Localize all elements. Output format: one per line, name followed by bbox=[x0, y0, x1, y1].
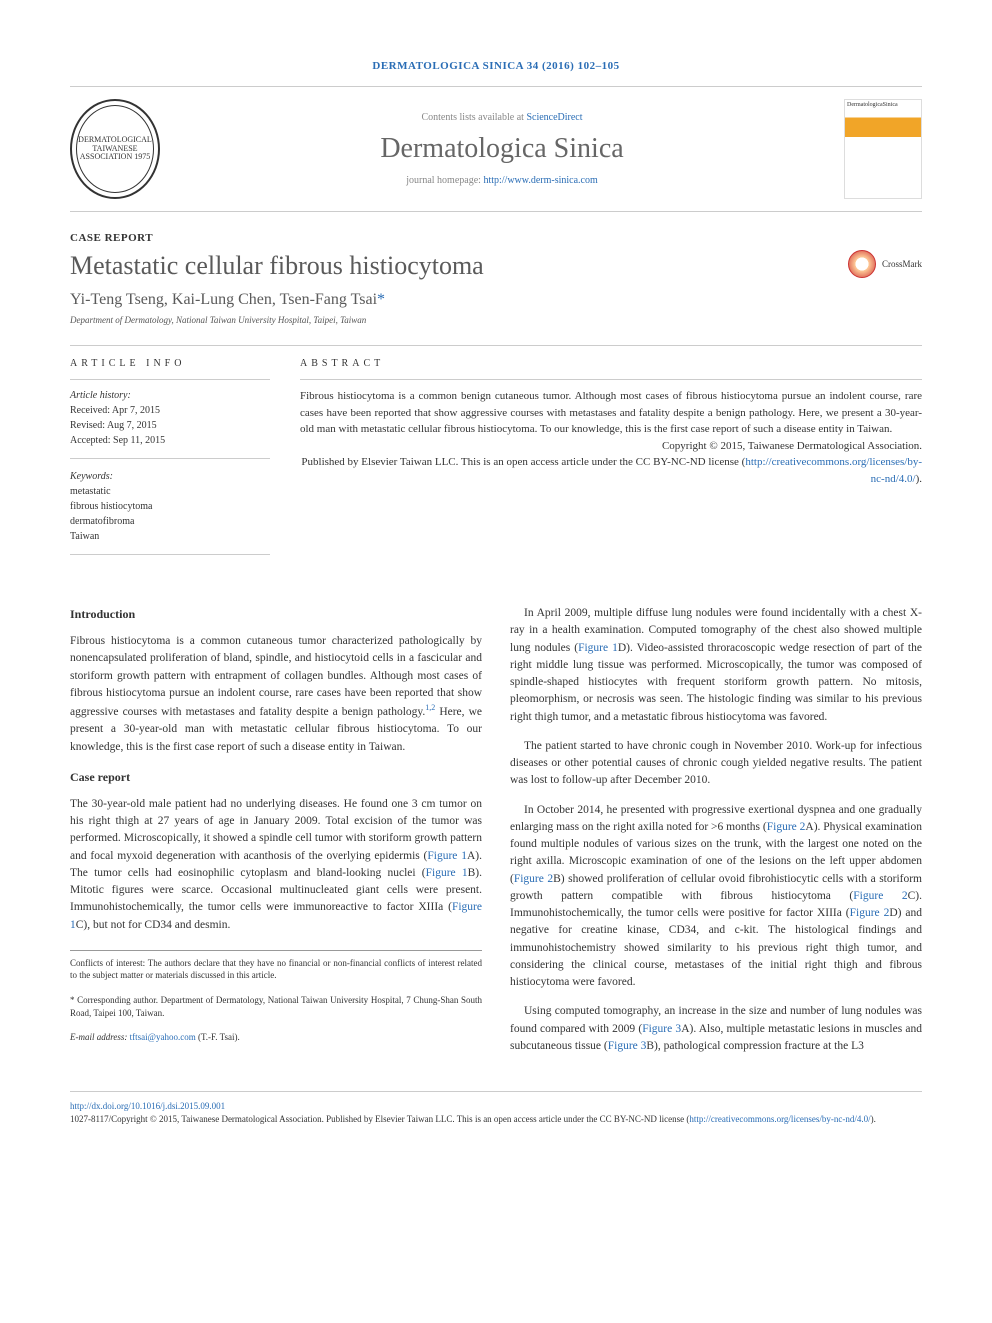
case-p4e: D) and negative for creatine kinase, CD3… bbox=[510, 907, 922, 988]
intro-paragraph: Fibrous histiocytoma is a common cutaneo… bbox=[70, 633, 482, 756]
abstract-column: ABSTRACT Fibrous histiocytoma is a commo… bbox=[300, 346, 922, 565]
case-paragraph-2: In April 2009, multiple diffuse lung nod… bbox=[510, 605, 922, 726]
case-paragraph-1: The 30-year-old male patient had no unde… bbox=[70, 796, 482, 934]
figure-link[interactable]: Figure 1 bbox=[427, 850, 467, 862]
email-label: E-mail address: bbox=[70, 1032, 130, 1042]
email-footnote: E-mail address: tftsai@yahoo.com (T.-F. … bbox=[70, 1031, 482, 1044]
cover-title: DermatologicaSinica bbox=[847, 102, 919, 108]
case-p1d: C), but not for CD34 and desmin. bbox=[76, 919, 231, 931]
keywords-label: Keywords: bbox=[70, 469, 270, 484]
article-info-column: ARTICLE INFO Article history: Received: … bbox=[70, 346, 270, 565]
article-title: Metastatic cellular fibrous histiocytoma bbox=[70, 250, 484, 281]
crossmark-icon bbox=[848, 250, 876, 278]
homepage-prefix: journal homepage: bbox=[406, 175, 483, 186]
conflicts-footnote: Conflicts of interest: The authors decla… bbox=[70, 957, 482, 982]
article-info-heading: ARTICLE INFO bbox=[70, 346, 270, 380]
received-date: Received: Apr 7, 2015 bbox=[70, 403, 270, 418]
logo-text: DERMATOLOGICAL TAIWANESE ASSOCIATION 197… bbox=[72, 136, 158, 162]
abstract-copyright: Copyright © 2015, Taiwanese Dermatologic… bbox=[300, 438, 922, 455]
figure-link[interactable]: Figure 2 bbox=[514, 873, 553, 885]
corresponding-mark: * bbox=[377, 291, 385, 308]
affiliation: Department of Dermatology, National Taiw… bbox=[70, 315, 484, 325]
figure-link[interactable]: Figure 2 bbox=[767, 821, 806, 833]
article-history-block: Article history: Received: Apr 7, 2015 R… bbox=[70, 388, 270, 459]
figure-link[interactable]: Figure 2 bbox=[853, 890, 907, 902]
contents-prefix: Contents lists available at bbox=[421, 112, 526, 123]
body-two-columns: Introduction Fibrous histiocytoma is a c… bbox=[70, 605, 922, 1061]
journal-center: Contents lists available at ScienceDirec… bbox=[160, 112, 844, 186]
authors: Yi-Teng Tseng, Kai-Lung Chen, Tsen-Fang … bbox=[70, 291, 377, 308]
homepage-link[interactable]: http://www.derm-sinica.com bbox=[483, 175, 597, 186]
crossmark-label: CrossMark bbox=[882, 259, 922, 269]
footer-license-link[interactable]: http://creativecommons.org/licenses/by-n… bbox=[689, 1114, 870, 1124]
issn-prefix: 1027-8117/Copyright © 2015, Taiwanese De… bbox=[70, 1114, 689, 1124]
license-link[interactable]: http://creativecommons.org/licenses/by-n… bbox=[745, 456, 922, 485]
crossmark-badge[interactable]: CrossMark bbox=[848, 250, 922, 278]
article-type: CASE REPORT bbox=[70, 232, 922, 244]
figure-link[interactable]: Figure 1 bbox=[578, 642, 618, 654]
issn-copyright-line: 1027-8117/Copyright © 2015, Taiwanese De… bbox=[70, 1113, 922, 1126]
case-paragraph-3: The patient started to have chronic coug… bbox=[510, 738, 922, 790]
footnotes-block: Conflicts of interest: The authors decla… bbox=[70, 950, 482, 1044]
abstract-published-line: Published by Elsevier Taiwan LLC. This i… bbox=[300, 454, 922, 487]
intro-text-a: Fibrous histiocytoma is a common cutaneo… bbox=[70, 635, 482, 718]
keyword: metastatic bbox=[70, 484, 270, 499]
association-logo: DERMATOLOGICAL TAIWANESE ASSOCIATION 197… bbox=[70, 99, 160, 199]
journal-header-block: DERMATOLOGICAL TAIWANESE ASSOCIATION 197… bbox=[70, 86, 922, 212]
keyword: Taiwan bbox=[70, 529, 270, 544]
journal-cover-thumbnail: DermatologicaSinica bbox=[844, 99, 922, 199]
keyword: fibrous histiocytoma bbox=[70, 499, 270, 514]
keywords-block: Keywords: metastatic fibrous histiocytom… bbox=[70, 469, 270, 555]
email-link[interactable]: tftsai@yahoo.com bbox=[130, 1032, 196, 1042]
case-p5c: B), pathological compression fracture at… bbox=[646, 1040, 863, 1052]
abstract-heading: ABSTRACT bbox=[300, 346, 922, 380]
authors-line: Yi-Teng Tseng, Kai-Lung Chen, Tsen-Fang … bbox=[70, 291, 484, 309]
email-suffix: (T.-F. Tsai). bbox=[196, 1032, 240, 1042]
published-prefix: Published by Elsevier Taiwan LLC. This i… bbox=[301, 456, 745, 468]
corresponding-footnote: * Corresponding author. Department of De… bbox=[70, 994, 482, 1019]
accepted-date: Accepted: Sep 11, 2015 bbox=[70, 433, 270, 448]
figure-link[interactable]: Figure 2 bbox=[850, 907, 890, 919]
case-paragraph-5: Using computed tomography, an increase i… bbox=[510, 1003, 922, 1055]
homepage-line: journal homepage: http://www.derm-sinica… bbox=[160, 175, 844, 186]
introduction-heading: Introduction bbox=[70, 605, 482, 623]
figure-link[interactable]: Figure 3 bbox=[608, 1040, 647, 1052]
journal-citation: DERMATOLOGICA SINICA 34 (2016) 102–105 bbox=[70, 60, 922, 72]
case-paragraph-4: In October 2014, he presented with progr… bbox=[510, 802, 922, 992]
journal-name: Dermatologica Sinica bbox=[160, 133, 844, 165]
figure-link[interactable]: Figure 1 bbox=[426, 867, 468, 879]
figure-link[interactable]: Figure 3 bbox=[642, 1023, 681, 1035]
case-p1a: The 30-year-old male patient had no unde… bbox=[70, 798, 482, 862]
issn-close: ). bbox=[871, 1114, 876, 1124]
citation-sup[interactable]: 1,2 bbox=[425, 703, 435, 712]
abstract-text: Fibrous histiocytoma is a common benign … bbox=[300, 388, 922, 438]
published-close: ). bbox=[916, 473, 922, 485]
revised-date: Revised: Aug 7, 2015 bbox=[70, 418, 270, 433]
doi-link[interactable]: http://dx.doi.org/10.1016/j.dsi.2015.09.… bbox=[70, 1101, 225, 1111]
page-footer: http://dx.doi.org/10.1016/j.dsi.2015.09.… bbox=[70, 1091, 922, 1125]
sciencedirect-link[interactable]: ScienceDirect bbox=[526, 112, 582, 123]
contents-available-line: Contents lists available at ScienceDirec… bbox=[160, 112, 844, 123]
keyword: dermatofibroma bbox=[70, 514, 270, 529]
history-label: Article history: bbox=[70, 388, 270, 403]
case-report-heading: Case report bbox=[70, 768, 482, 786]
info-abstract-row: ARTICLE INFO Article history: Received: … bbox=[70, 345, 922, 565]
